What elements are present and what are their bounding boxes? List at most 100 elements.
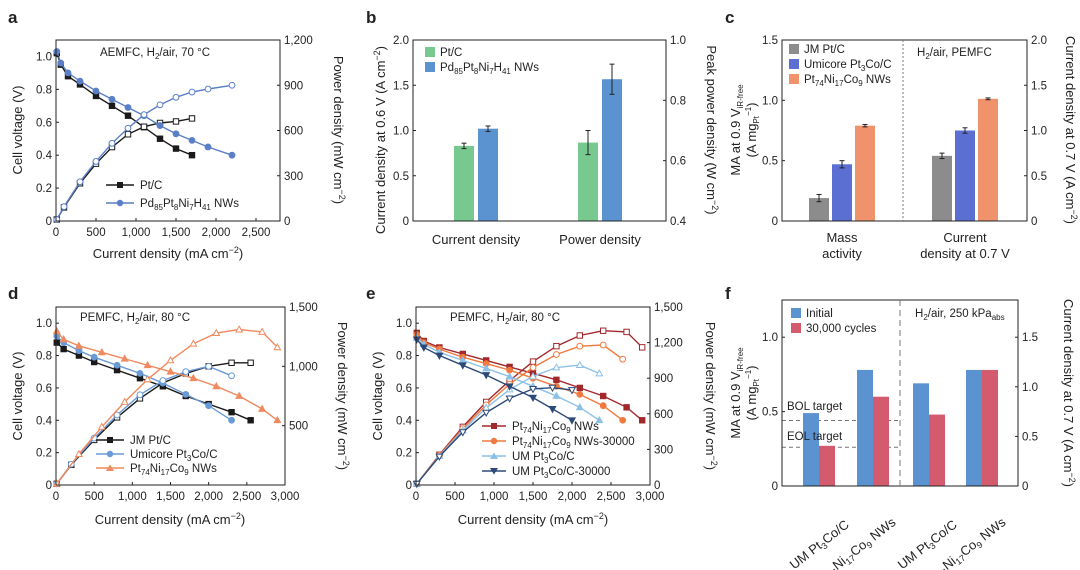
d-series-0-power-point <box>247 359 254 366</box>
e-y2tick-label-3: 900 <box>654 373 673 385</box>
d-ytick-label-2: 0.4 <box>36 415 53 427</box>
d-series-2-voltage-point <box>273 415 282 424</box>
e-series-0-power-point <box>639 344 646 351</box>
e-series-3-voltage-point <box>567 417 577 425</box>
e-series-1-power-point <box>553 351 560 358</box>
d-y2tick-label-1: 1,000 <box>289 361 318 373</box>
e-xtick-label-0: 0 <box>413 491 419 503</box>
a-series-0-voltage-point <box>172 145 180 152</box>
e-series-1-power-point <box>619 355 627 363</box>
a-xtick-label-3: 1,500 <box>162 227 191 239</box>
panel-b-ylabel: Current density at 0.6 V (A cm−2) <box>372 46 388 234</box>
a-series-1-power-point <box>228 81 236 89</box>
panel-c-ylabel-units: (A mgPt−1) <box>744 103 761 158</box>
a-series-1-voltage-point <box>108 95 116 103</box>
legend-label-e1: Pt74Ni17Co9 NWs <box>512 421 599 435</box>
e-series-0-voltage-point <box>600 392 607 400</box>
legend-label-pt-c: Pt/C <box>140 180 162 192</box>
panel-b-ticks: Current density Power density 0 0.5 1.0 1.5 2.… <box>393 35 687 247</box>
legend-label-pd-nws-b: Pd85Pt8Ni7H41 NWs <box>440 62 539 76</box>
d-series-0-power-line <box>56 362 251 485</box>
a-series-0-power-point <box>172 118 180 125</box>
e-xtick-label-1: 500 <box>445 491 464 503</box>
legend-marker-umicore-d <box>106 450 114 458</box>
e-series-2-voltage-point <box>482 364 491 372</box>
a-series-1-power-point <box>92 158 100 165</box>
panel-f-ticks: 0 0.5 1.0 0 0.5 1.0 1.5 <box>762 332 1038 493</box>
e-series-0-power-point <box>576 332 583 339</box>
a-xtick-label-4: 2,000 <box>202 227 231 239</box>
a-series-1-voltage-point <box>172 130 180 138</box>
legend-label-jm: JM Pt/C <box>130 435 171 447</box>
d-series-2-voltage-point <box>258 404 267 412</box>
e-series-0-voltage-point <box>623 404 630 411</box>
panel-f-legend: Initial 30,000 cycles <box>791 308 877 335</box>
legend-marker-pd-nws <box>116 199 124 207</box>
d-series-0-power-point <box>228 359 235 366</box>
legend-label-umicore: Umicore Pt3Co/C <box>804 59 892 73</box>
panel-e-xlabel: Current density (mA cm−2) <box>458 511 608 527</box>
legend-marker-jm <box>107 437 113 443</box>
a-series-0-voltage-point <box>124 112 132 119</box>
panel-c-cat-mass-activity-2: activity <box>822 246 862 261</box>
panel-label-a: a <box>8 8 18 27</box>
e-series-3-voltage-point <box>505 383 514 391</box>
e-xtick-label-3: 1,500 <box>519 491 548 503</box>
d-series-2-voltage-point <box>189 373 198 382</box>
legend-swatch-pt-c <box>425 47 435 57</box>
legend-label-e3: UM Pt3Co/C <box>512 451 575 465</box>
a-series-0-power-point <box>140 123 148 130</box>
panel-c-cat-mass-activity-1: Mass <box>826 230 858 245</box>
b-bar-0-1 <box>578 142 598 221</box>
d-series-1-voltage-point <box>228 416 235 424</box>
a-series-1-voltage-point <box>188 136 196 144</box>
d-series-1-voltage-point <box>136 369 144 377</box>
c-bar-2-1 <box>978 98 998 221</box>
e-xtick-label-4: 2,000 <box>558 491 587 503</box>
panel-e-ylabel: Cell voltage (V) <box>370 352 385 441</box>
panel-f-bol-label: BOL target <box>787 401 843 413</box>
e-series-2-voltage-point <box>505 372 514 380</box>
e-series-0-voltage-point <box>553 376 560 384</box>
panel-a-marks <box>53 48 236 223</box>
a-series-0-voltage-point <box>188 151 196 159</box>
e-series-1-power-point <box>576 342 584 350</box>
panel-a-ticks: 0 500 1,000 1,500 2,000 2,500 0 0.2 0.4 0.6 0.8 1.0… <box>36 35 313 239</box>
d-series-2-power-point <box>143 374 152 383</box>
e-series-2-voltage-point <box>595 415 604 424</box>
b-y2tick-label-1: 0.6 <box>670 156 686 168</box>
d-xtick-label-6: 3,000 <box>271 491 300 503</box>
e-series-1-voltage-point <box>599 402 607 410</box>
e-ytick-label-0: 0 <box>406 480 412 492</box>
a-series-1-power-point <box>140 111 148 119</box>
d-series-2-voltage-line <box>56 330 278 421</box>
b-y2tick-label-0: 0.4 <box>670 216 687 228</box>
legend-label-jm-ptc: JM Pt/C <box>804 44 845 56</box>
e-ytick-label-3: 0.6 <box>396 383 412 395</box>
d-series-0-voltage-point <box>228 408 235 416</box>
e-ytick-label-4: 0.8 <box>396 351 412 363</box>
e-xtick-label-5: 2,500 <box>597 491 626 503</box>
b-y2tick-label-3: 1.0 <box>670 35 686 47</box>
panel-d-ylabel: Cell voltage (V) <box>10 352 25 441</box>
a-xtick-label-1: 500 <box>86 227 105 239</box>
f-bar-1-2 <box>929 414 945 486</box>
d-ytick-label-5: 1.0 <box>36 318 52 330</box>
f-ytick-label-0: 0 <box>772 481 778 493</box>
a-y2tick-label-3: 900 <box>284 80 303 92</box>
f-ytick-label-1: 0.5 <box>762 407 778 419</box>
e-series-2-voltage-point <box>552 391 561 399</box>
d-xtick-label-5: 2,500 <box>232 491 261 503</box>
legend-label-pd-nws: Pd85Pt8Ni7H41 NWs <box>140 198 239 212</box>
legend-swatch-ptnico <box>789 74 799 84</box>
e-series-3-power-point <box>528 385 538 394</box>
d-series-2-power-point <box>74 449 83 458</box>
a-series-1-voltage-point <box>228 151 236 159</box>
d-series-0-voltage-point <box>53 339 60 346</box>
e-series-0-power-point <box>623 328 630 336</box>
f-bar-1-3 <box>982 369 998 486</box>
panel-d-annotation: PEMFC, H2/air, 80 °C <box>80 312 190 326</box>
a-series-1-voltage-point <box>92 87 100 95</box>
e-series-3-voltage-point <box>419 344 428 352</box>
d-ytick-label-0: 0 <box>46 480 52 492</box>
